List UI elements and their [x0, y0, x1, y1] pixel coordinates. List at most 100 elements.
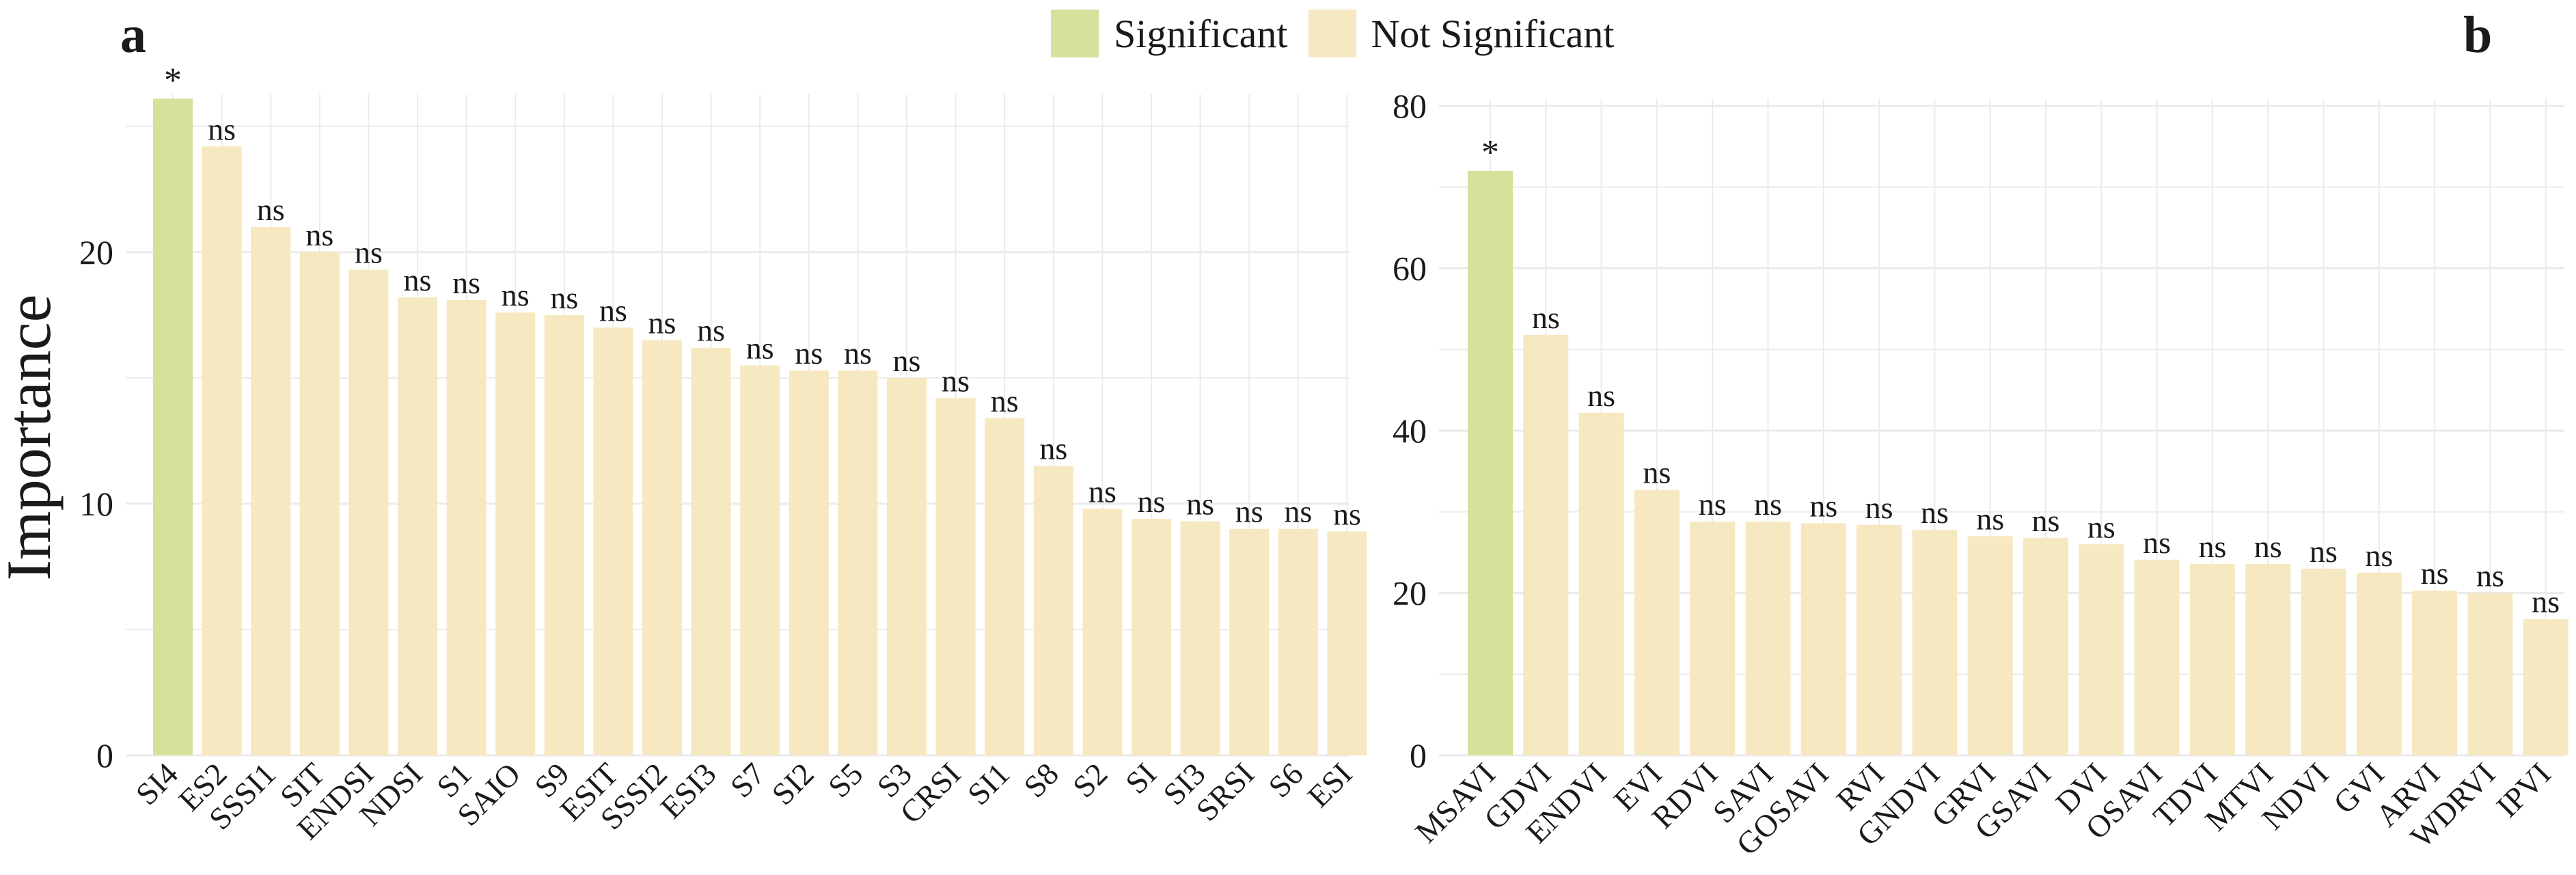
bar — [2245, 563, 2291, 755]
bar — [2079, 544, 2124, 755]
bar-significance-label: ns — [452, 265, 480, 300]
bar-significance-label: * — [164, 61, 182, 100]
bar-significance-label: ns — [1186, 487, 1214, 522]
bar-significance-label: ns — [1921, 495, 1949, 530]
bar — [153, 98, 193, 756]
bar-significance-label: ns — [1138, 484, 1166, 519]
bar — [2189, 563, 2235, 755]
y-tick-label: 0 — [96, 736, 113, 775]
bar — [691, 347, 731, 755]
bar-significance-label: ns — [746, 330, 774, 365]
bar-significance-label: ns — [2421, 556, 2449, 591]
bar — [1800, 523, 1846, 755]
legend-item-not-significant: Not Significant — [1308, 10, 1615, 57]
bar-significance-label: ns — [1235, 494, 1263, 529]
bar — [2301, 568, 2346, 755]
y-tick-label: 80 — [1393, 87, 1427, 125]
bar-significance-label: ns — [991, 383, 1019, 418]
bar — [398, 297, 437, 756]
bar-significance-label: ns — [1754, 487, 1782, 522]
bar-significance-label: ns — [208, 111, 236, 146]
bar — [740, 365, 780, 755]
panel-letter-a: a — [120, 6, 146, 64]
bar — [985, 418, 1025, 755]
bar-significance-label: ns — [942, 363, 970, 398]
bar — [2467, 593, 2513, 755]
bar-significance-label: ns — [1333, 496, 1361, 531]
x-tick-label: S2 — [1066, 756, 1114, 804]
bar — [838, 370, 878, 755]
bar — [544, 314, 584, 756]
bar — [446, 299, 487, 755]
bar — [299, 252, 340, 755]
x-tick-label: IPVI — [2489, 756, 2557, 824]
legend-swatch-not-significant — [1308, 10, 1356, 57]
bar-significance-label: ns — [1643, 455, 1671, 490]
x-tick-label: S7 — [724, 756, 771, 804]
x-tick-label: S6 — [1261, 756, 1309, 804]
y-tick-label: 60 — [1393, 250, 1427, 288]
bar-significance-label: ns — [2143, 525, 2171, 560]
y-tick-label: 10 — [79, 485, 113, 523]
bar — [1634, 489, 1680, 755]
legend: Significant Not Significant — [1051, 10, 1635, 57]
legend-item-significant: Significant — [1051, 10, 1288, 57]
bar-significance-label: ns — [404, 262, 432, 297]
bar — [1327, 531, 1367, 755]
bar-significance-label: ns — [355, 235, 383, 270]
bar — [2356, 572, 2402, 755]
bar — [1033, 466, 1073, 755]
y-tick-label: 20 — [79, 233, 113, 271]
bar-significance-label: * — [1481, 133, 1499, 172]
x-tick-label: S8 — [1017, 756, 1065, 804]
bar — [1132, 519, 1171, 755]
bar — [1180, 521, 1220, 755]
bar — [1523, 334, 1569, 755]
bar — [1856, 524, 1902, 755]
bar-significance-label: ns — [1532, 300, 1560, 335]
bar — [1745, 522, 1791, 755]
bar-significance-label: ns — [1039, 431, 1067, 466]
bar-significance-label: ns — [2365, 538, 2393, 573]
x-tick-label: SI1 — [961, 756, 1016, 811]
legend-swatch-significant — [1051, 10, 1099, 57]
bar-significance-label: ns — [795, 336, 823, 371]
bar — [789, 370, 829, 755]
x-tick-label: RDVI — [1645, 756, 1725, 835]
bar-significance-label: ns — [550, 280, 578, 315]
bar — [348, 269, 389, 755]
bar-significance-label: ns — [2254, 529, 2282, 564]
bar-significance-label: ns — [2087, 509, 2115, 544]
bar-significance-label: ns — [1865, 490, 1893, 525]
bar-significance-label: ns — [257, 192, 285, 227]
bar-significance-label: ns — [2198, 529, 2226, 564]
y-tick-label: 20 — [1393, 574, 1427, 612]
x-tick-label: SRSI — [1189, 756, 1261, 828]
bar-significance-label: ns — [697, 313, 725, 348]
x-tick-label: ESI3 — [654, 756, 723, 825]
bar-significance-label: ns — [844, 336, 872, 371]
bar — [2134, 559, 2180, 755]
bar-significance-label: ns — [305, 217, 333, 252]
bar — [1967, 536, 2013, 755]
bar-significance-label: ns — [2310, 534, 2338, 569]
panel-letter-b: b — [2463, 6, 2493, 64]
x-tick-label: SI4 — [129, 756, 184, 811]
bar — [1229, 528, 1270, 755]
bar — [1912, 529, 1958, 755]
bar-significance-label: ns — [1284, 494, 1312, 529]
bar — [2023, 537, 2068, 755]
bar — [2523, 619, 2568, 755]
x-tick-label: SI2 — [765, 756, 821, 811]
y-tick-label: 0 — [1410, 736, 1427, 775]
bar-significance-label: ns — [1587, 378, 1615, 413]
bar-significance-label: ns — [1088, 474, 1116, 509]
bar — [1468, 171, 1513, 755]
bar-significance-label: ns — [1976, 501, 2004, 536]
bar — [1082, 509, 1123, 755]
bar — [1690, 522, 1736, 755]
bar — [935, 398, 976, 755]
x-tick-label: S5 — [821, 756, 869, 804]
